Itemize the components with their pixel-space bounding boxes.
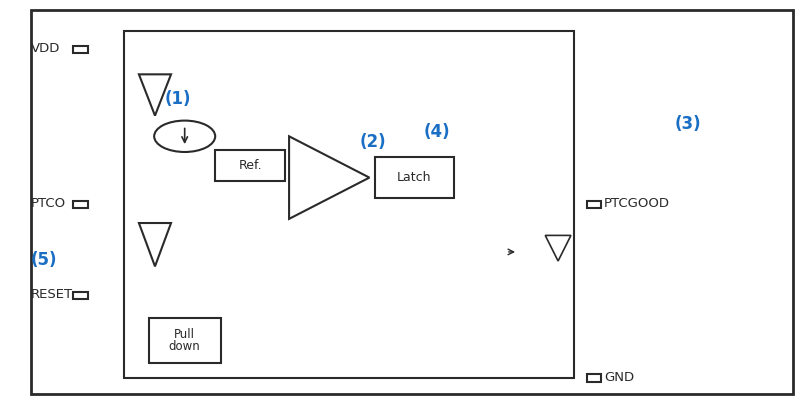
Bar <box>215 150 285 181</box>
Text: (5): (5) <box>30 251 57 269</box>
Bar <box>73 46 87 53</box>
Text: Latch: Latch <box>397 171 431 184</box>
Bar <box>124 31 573 378</box>
Bar <box>586 374 601 382</box>
Text: down: down <box>168 340 200 354</box>
Text: (2): (2) <box>359 133 386 152</box>
Polygon shape <box>139 223 171 266</box>
Bar <box>73 292 87 299</box>
Text: VDD: VDD <box>30 42 60 55</box>
Polygon shape <box>289 136 369 219</box>
Text: PTCGOOD: PTCGOOD <box>603 197 669 210</box>
Circle shape <box>154 121 215 152</box>
Text: PTCO: PTCO <box>30 197 66 210</box>
Text: (1): (1) <box>164 90 191 108</box>
Polygon shape <box>139 74 171 116</box>
Text: (3): (3) <box>674 115 700 133</box>
Polygon shape <box>545 235 570 261</box>
Bar <box>148 318 221 363</box>
Bar <box>73 201 87 208</box>
Bar <box>586 201 601 208</box>
Text: Ref.: Ref. <box>238 159 261 172</box>
Text: (4): (4) <box>423 123 450 141</box>
Bar <box>375 157 453 198</box>
Text: GND: GND <box>603 370 634 384</box>
Text: Pull: Pull <box>174 328 195 341</box>
Text: RESET: RESET <box>30 288 72 301</box>
